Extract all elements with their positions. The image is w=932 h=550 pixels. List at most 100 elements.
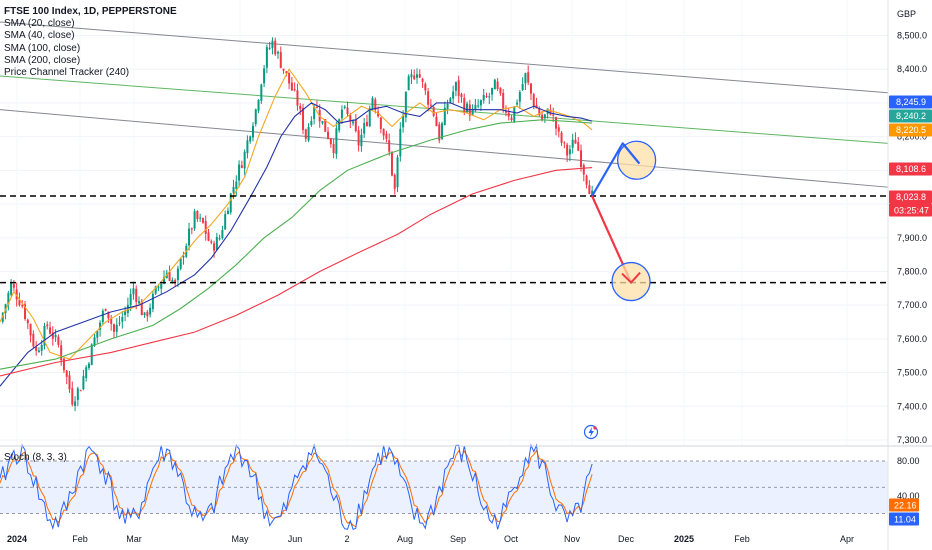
candle-body [263,68,266,84]
candle-body [257,100,260,111]
candle-body [543,114,546,119]
candle-body [90,344,93,366]
candle-body [538,108,541,116]
candle-body [126,304,129,314]
legend-sma-200[interactable]: SMA (200, close) [4,54,81,66]
candle-body [218,238,221,240]
candle-body [210,241,213,243]
candle-body [176,268,179,280]
candle-body [510,117,513,120]
candle-body [168,271,171,281]
symbol-title[interactable]: FTSE 100 Index, 1D, PEPPERSTONE [4,6,177,17]
candle-body [571,139,574,148]
candle-body [352,121,355,124]
candle-body [277,51,279,54]
candle-body [229,193,232,213]
price-tag-label: 8,220.5 [896,125,926,135]
candle-body [110,318,113,324]
candle-body [315,106,318,108]
candle-body [140,301,143,316]
time-tick: 2024 [7,534,27,544]
time-tick: Jun [288,534,303,544]
candle-body [379,117,382,129]
candle-body [329,138,332,145]
candle-body [221,229,224,239]
time-tick: Dec [618,534,635,544]
stoch-legend[interactable]: Stoch (8, 3, 3) [4,452,67,463]
candle-body [479,100,482,106]
candle-body [302,108,305,130]
candle-body [360,134,363,147]
candle-body [560,132,563,143]
legend-sma-100[interactable]: SMA (100, close) [4,42,81,54]
candle-body [324,119,327,132]
price-tag [889,123,932,137]
candle-body [249,136,252,142]
currency-label: GBP [897,9,916,19]
candle-body [452,91,455,99]
candle-body [541,114,544,121]
candle-body [477,105,480,107]
time-tick: May [231,534,249,544]
projection-arrowhead [621,271,641,285]
candle-body [213,243,216,251]
candle-body [182,256,185,258]
legend-price-channel[interactable]: Price Channel Tracker (240) [4,67,130,79]
candle-body [496,81,499,89]
candle-body [368,108,371,127]
candle-body [471,109,474,115]
candle-body [71,388,74,405]
candle-body [24,304,27,320]
price-tick: 8,400.0 [897,64,927,74]
candle-body [485,95,488,97]
candle-body [429,104,432,106]
candle-body [240,165,243,168]
price-tag [889,162,932,176]
price-tag-label: 8,240.2 [896,111,926,121]
series-sma-40-close [0,102,593,387]
time-tick: Feb [72,534,88,544]
candle-body [549,109,552,115]
candle-body [238,164,241,181]
price-tick: 7,800.0 [897,266,927,276]
candle-body [555,117,557,129]
candle-body [413,75,416,80]
candle-body [432,107,435,116]
candle-body [57,336,60,345]
candle-body [251,125,254,138]
candle-body [99,322,102,330]
candle-body [179,258,182,269]
candle-body [566,144,569,156]
candle-body [62,358,65,371]
candle-body [449,98,452,103]
candle-body [285,71,288,73]
candle-body [160,283,163,289]
candle-body [93,337,96,347]
candle-body [112,324,115,332]
candle-body [491,87,494,95]
candle-body [427,91,430,105]
candle-body [174,279,177,282]
price-tick: 7,400.0 [897,401,927,411]
stoch-d-line [0,449,593,528]
candle-body [101,310,104,323]
lightning-icon[interactable] [583,424,599,440]
legend-sma-20[interactable]: SMA (20, close) [4,18,75,30]
price-tick: 7,500.0 [897,368,927,378]
candle-body [4,304,7,313]
candle-body [282,68,285,71]
candle-body [502,92,505,110]
candle-body [588,185,591,194]
candle-body [299,105,302,110]
legend-sma-40[interactable]: SMA (40, close) [4,30,75,42]
candle-body [132,288,135,295]
candle-body [154,286,157,294]
candle-body [580,150,583,167]
price-tag [889,95,932,109]
candle-body [146,311,149,317]
candle-body [516,102,519,105]
price-channel-line [0,109,889,188]
candle-body [204,221,207,234]
candle-body [243,151,246,169]
